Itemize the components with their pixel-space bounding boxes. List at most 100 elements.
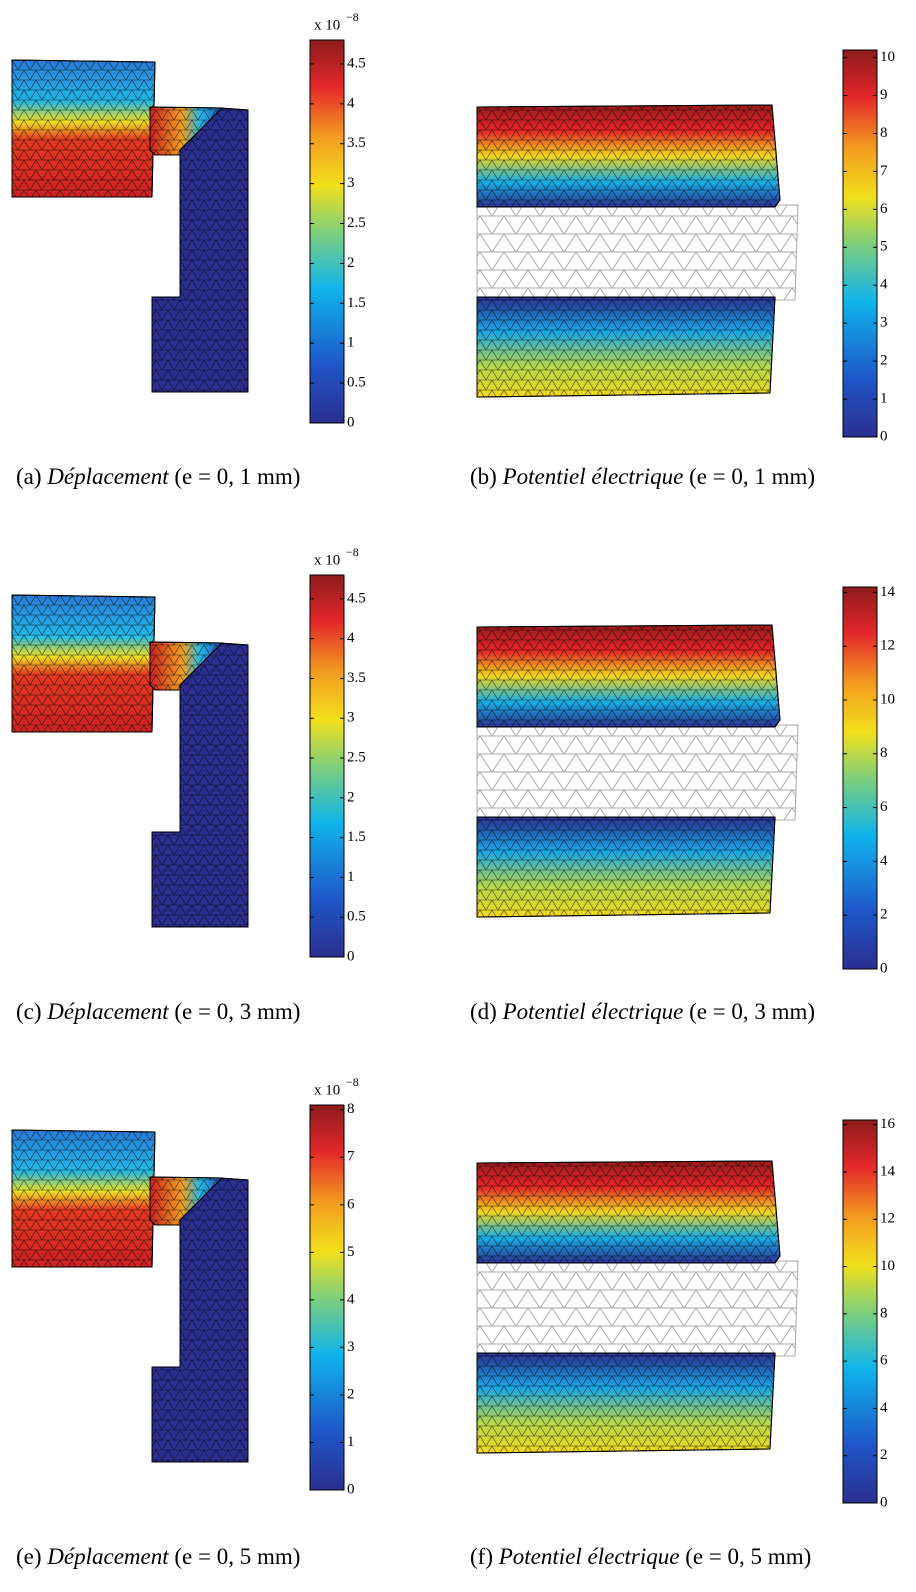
caption: (d) Potentiel électrique (e = 0, 3 mm) (470, 993, 900, 1031)
colorbar-tick-label: 0 (880, 1494, 888, 1510)
colorbar-tick-label: 2 (347, 789, 355, 805)
colorbar-tick-label: 0 (347, 1481, 355, 1497)
colorbar (842, 586, 878, 970)
colorbar-tick-label: 4 (347, 1291, 355, 1307)
colorbar-tick-label: 14 (880, 584, 896, 600)
colorbar-tick-label: 3.5 (347, 135, 366, 151)
colorbar-tick-label: 8 (880, 745, 888, 761)
displacement-mesh (11, 59, 249, 393)
colorbar-tick-label: 10 (880, 691, 895, 707)
mesh-bottom-overlay (476, 296, 776, 398)
colorbar-tick-label: 2 (880, 907, 888, 923)
caption-parameter: (e = 0, 3 mm) (174, 999, 301, 1024)
colorbar-tick-label: 0 (880, 428, 888, 444)
mesh-column-overlay (151, 107, 249, 393)
colorbar-exponent: x 10 (314, 1082, 340, 1098)
colorbar-tick-label: 9 (880, 87, 888, 103)
colorbar-tick-label: 0 (347, 414, 355, 430)
colorbar (309, 1104, 345, 1491)
colorbar-tick-label: 5 (880, 239, 888, 255)
colorbar-exponent-power: −8 (346, 1075, 359, 1089)
mesh-bottom-overlay (476, 1352, 776, 1454)
caption-parameter: (e = 0, 1 mm) (174, 464, 301, 489)
colorbar-tick-label: 5 (347, 1244, 355, 1260)
colorbar (309, 574, 345, 958)
mesh-top-overlay (476, 1160, 781, 1264)
colorbar-tick-label: 0 (880, 960, 888, 976)
caption-title: Potentiel électrique (502, 464, 684, 489)
colorbar-tick-label: 3 (347, 710, 355, 726)
potential-mesh (476, 624, 799, 918)
mesh-column-overlay (151, 1177, 249, 1463)
colorbar-tick-label: 3 (347, 175, 355, 191)
colorbar-tick-label: 6 (880, 201, 888, 217)
colorbar-tick-label: 12 (880, 1211, 895, 1227)
colorbar-tick-label: 8 (880, 1305, 888, 1321)
colorbar-tick-label: 2 (347, 255, 355, 271)
mesh-connector-overlay (149, 106, 224, 156)
colorbar-tick-label: 1 (347, 335, 355, 351)
colorbar-tick-label: 1.5 (347, 829, 366, 845)
colorbar-tick-label: 14 (880, 1163, 896, 1179)
colorbar-tick-label: 2.5 (347, 215, 366, 231)
colorbar-exponent: x 10 (314, 17, 340, 33)
colorbar-tick-label: 4 (880, 1400, 888, 1416)
colorbar-tick-label: 1 (880, 390, 888, 406)
displacement-mesh (11, 1129, 249, 1463)
mesh-block-overlay (11, 59, 156, 198)
caption-label: (b) (470, 464, 497, 489)
colorbar-tick-label: 0.5 (347, 909, 366, 925)
caption-title: Déplacement (47, 464, 169, 489)
caption-title: Potentiel électrique (502, 999, 684, 1024)
colorbar-tick-label: 16 (880, 1116, 896, 1132)
caption-parameter: (e = 0, 5 mm) (685, 1544, 812, 1569)
colorbar-tick-label: 4.5 (347, 590, 366, 606)
displacement-mesh (11, 594, 249, 928)
colorbar-tick-label: 3.5 (347, 670, 366, 686)
caption-title: Potentiel électrique (498, 1544, 680, 1569)
caption: (b) Potentiel électrique (e = 0, 1 mm) (470, 458, 900, 496)
colorbar-tick-label: 7 (880, 163, 888, 179)
colorbar-tick-label: 6 (880, 1353, 888, 1369)
caption: (e) Déplacement (e = 0, 5 mm) (16, 1538, 300, 1576)
mesh-block-overlay (11, 594, 156, 733)
caption-parameter: (e = 0, 5 mm) (174, 1544, 301, 1569)
caption-label: (c) (16, 999, 42, 1024)
colorbar-tick-label: 4 (880, 277, 888, 293)
potential-mesh (476, 104, 799, 398)
caption-title: Déplacement (47, 999, 169, 1024)
mesh-top-overlay (476, 104, 781, 208)
colorbar-tick-label: 2 (880, 353, 888, 369)
mesh-middle (476, 1260, 799, 1357)
colorbar-tick-label: 6 (347, 1196, 355, 1212)
caption-label: (f) (470, 1544, 493, 1569)
colorbar (309, 39, 345, 424)
colorbar (842, 49, 878, 438)
colorbar-tick-label: 8 (347, 1101, 355, 1117)
colorbar-exponent: x 10 (314, 552, 340, 568)
caption-label: (e) (16, 1544, 42, 1569)
colorbar-tick-label: 4 (347, 95, 355, 111)
caption: (a) Déplacement (e = 0, 1 mm) (16, 458, 300, 496)
mesh-column-overlay (151, 642, 249, 928)
colorbar-tick-label: 6 (880, 799, 888, 815)
colorbar-tick-label: 1.5 (347, 295, 366, 311)
colorbar-tick-label: 12 (880, 638, 895, 654)
colorbar-exponent-power: −8 (346, 545, 359, 559)
caption: (c) Déplacement (e = 0, 3 mm) (16, 993, 300, 1031)
mesh-bottom-overlay (476, 816, 776, 918)
potential-mesh (476, 1160, 799, 1454)
mesh-top-overlay (476, 624, 781, 728)
colorbar-tick-label: 2 (347, 1386, 355, 1402)
colorbar-tick-label: 4 (880, 853, 888, 869)
caption: (f) Potentiel électrique (e = 0, 5 mm) (470, 1538, 811, 1576)
colorbar-tick-label: 10 (880, 1258, 895, 1274)
colorbar-tick-label: 4 (347, 630, 355, 646)
colorbar-tick-label: 4.5 (347, 55, 366, 71)
caption-label: (d) (470, 999, 497, 1024)
colorbar-tick-label: 2 (880, 1447, 888, 1463)
mesh-middle (476, 724, 799, 821)
colorbar (842, 1119, 878, 1504)
